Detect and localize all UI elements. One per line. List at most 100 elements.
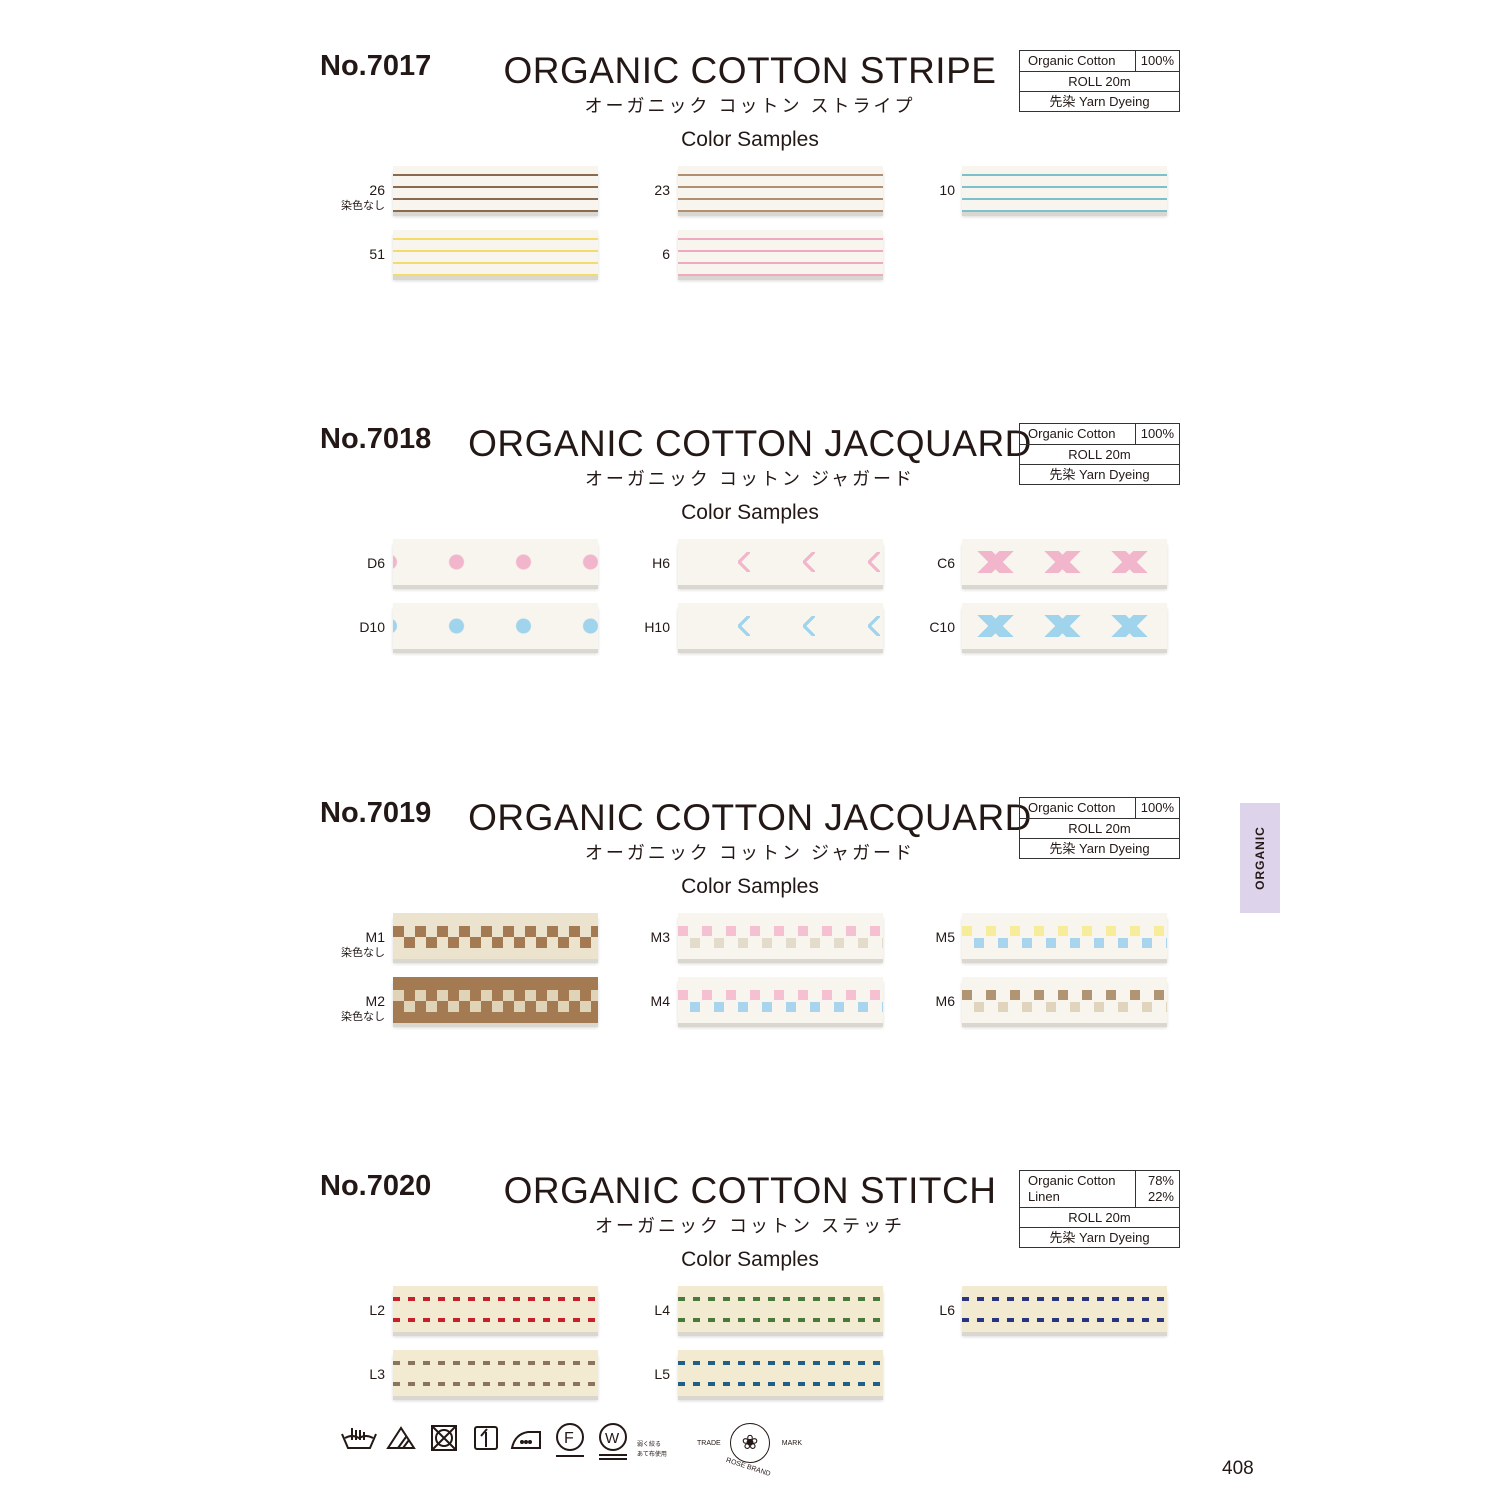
ribbon-swatch[interactable] bbox=[678, 539, 883, 585]
ribbon-swatch[interactable] bbox=[962, 913, 1167, 959]
roll-length: ROLL 20m bbox=[1068, 1210, 1131, 1225]
spec-box: Organic Cotton 100% ROLL 20m 先染 Yarn Dye… bbox=[1019, 797, 1180, 859]
color-samples-heading: Color Samples bbox=[681, 128, 819, 151]
spec-box: Organic Cotton 100% ROLL 20m 先染 Yarn Dye… bbox=[1019, 50, 1180, 112]
svg-text:W: W bbox=[605, 1430, 620, 1447]
ribbon-swatch[interactable] bbox=[393, 230, 598, 276]
sample-code: L3 bbox=[369, 1366, 385, 1382]
sample-label: 6 bbox=[600, 246, 670, 262]
ribbon-swatch[interactable] bbox=[393, 166, 598, 212]
roll-length: ROLL 20m bbox=[1068, 447, 1131, 462]
product-number: No.7020 bbox=[320, 1170, 432, 1202]
ribbon-swatch[interactable] bbox=[678, 230, 883, 276]
sample-code: 6 bbox=[662, 246, 670, 262]
product-title-jp: オーガニック コットン ステッチ bbox=[594, 1216, 905, 1236]
sample-label: L3 bbox=[315, 1366, 385, 1382]
sample-label: D6 bbox=[315, 555, 385, 571]
trademark-text-right: MARK bbox=[781, 1440, 802, 1447]
ribbon-swatch[interactable] bbox=[962, 539, 1167, 585]
ribbon-swatch[interactable] bbox=[962, 1286, 1167, 1332]
sample-code: L5 bbox=[654, 1366, 670, 1382]
iron-low-icon bbox=[510, 1431, 541, 1449]
wet-clean-w-icon: W bbox=[599, 1423, 627, 1460]
sample-label: D10 bbox=[315, 619, 385, 635]
ribbon-swatch[interactable] bbox=[962, 603, 1167, 649]
sample-note: 染色なし bbox=[341, 1011, 385, 1023]
sample-code: H10 bbox=[644, 619, 670, 635]
sample-code: 23 bbox=[654, 182, 670, 198]
sample-code: D10 bbox=[359, 619, 385, 635]
sample-code: D6 bbox=[367, 555, 385, 571]
product-title-jp: オーガニック コットン ジャガード bbox=[584, 469, 916, 489]
page-number: 408 bbox=[1222, 1458, 1254, 1479]
dyeing-method: 先染 Yarn Dyeing bbox=[1020, 1227, 1179, 1247]
sample-label: 23 bbox=[600, 182, 670, 198]
ribbon-swatch[interactable] bbox=[393, 913, 598, 959]
material-percent-2: 22% bbox=[1147, 1189, 1174, 1204]
sample-code: L2 bbox=[369, 1302, 385, 1318]
ribbon-swatch[interactable] bbox=[393, 1286, 598, 1332]
ribbon-swatch[interactable] bbox=[678, 1350, 883, 1396]
trademark-logo: TRADE MARK ❀ ROSE BRAND bbox=[697, 1420, 802, 1480]
spec-box: Organic Cotton Linen 78% 22% ROLL 20m 先染 Y… bbox=[1019, 1170, 1180, 1248]
sample-label: M2 染色なし bbox=[315, 993, 385, 1025]
sample-note: 染色なし bbox=[341, 947, 385, 959]
color-samples-heading: Color Samples bbox=[681, 501, 819, 524]
side-tab-label: ORGANIC bbox=[1253, 826, 1267, 890]
sample-label: L5 bbox=[600, 1366, 670, 1382]
product-title: ORGANIC COTTON STRIPE bbox=[503, 50, 997, 91]
sample-label: C10 bbox=[885, 619, 955, 635]
ribbon-swatch[interactable] bbox=[393, 1350, 598, 1396]
material-2: Linen bbox=[1028, 1189, 1060, 1204]
product-title-jp: オーガニック コットン ジャガード bbox=[584, 843, 916, 863]
ribbon-swatch[interactable] bbox=[393, 977, 598, 1023]
trademark-text-left: TRADE bbox=[697, 1440, 721, 1447]
ribbon-swatch[interactable] bbox=[678, 913, 883, 959]
sample-label: 51 bbox=[315, 246, 385, 262]
sample-code: M3 bbox=[650, 929, 670, 945]
sample-label: L2 bbox=[315, 1302, 385, 1318]
sample-note: 染色なし bbox=[341, 200, 385, 212]
sample-label: 26 染色なし bbox=[315, 182, 385, 214]
product-number: No.7017 bbox=[320, 50, 432, 82]
hand-wash-icon bbox=[341, 1428, 377, 1449]
line-dry-shade-icon bbox=[474, 1426, 498, 1450]
spec-box: Organic Cotton 100% ROLL 20m 先染 Yarn Dye… bbox=[1019, 423, 1180, 485]
ribbon-swatch[interactable] bbox=[678, 603, 883, 649]
material: Organic Cotton bbox=[1028, 53, 1116, 68]
side-tab-organic[interactable]: ORGANIC bbox=[1240, 803, 1280, 913]
product-section: No.7017 ORGANIC COTTON STRIPE オーガニック コット… bbox=[0, 50, 1500, 420]
ribbon-swatch[interactable] bbox=[962, 166, 1167, 212]
material: Organic Cotton bbox=[1028, 426, 1116, 441]
sample-label: L6 bbox=[885, 1302, 955, 1318]
dyeing-method: 先染 Yarn Dyeing bbox=[1020, 838, 1179, 858]
material: Organic Cotton bbox=[1028, 1173, 1116, 1188]
ribbon-swatch[interactable] bbox=[678, 1286, 883, 1332]
sample-code: 51 bbox=[369, 246, 385, 262]
material-percent: 100% bbox=[1140, 53, 1174, 68]
color-samples-heading: Color Samples bbox=[681, 1248, 819, 1271]
product-section: No.7020 ORGANIC COTTON STITCH オーガニック コット… bbox=[0, 1170, 1500, 1500]
material-percent: 78% bbox=[1147, 1173, 1174, 1188]
sample-code: M1 bbox=[365, 929, 385, 945]
sample-label: C6 bbox=[885, 555, 955, 571]
product-number: No.7019 bbox=[320, 797, 432, 829]
ribbon-swatch[interactable] bbox=[393, 539, 598, 585]
dyeing-method: 先染 Yarn Dyeing bbox=[1020, 464, 1179, 484]
sample-label: 10 bbox=[885, 182, 955, 198]
sample-code: L6 bbox=[939, 1302, 955, 1318]
sample-label: M3 bbox=[600, 929, 670, 945]
sample-code: 26 bbox=[369, 182, 385, 198]
sample-code: C6 bbox=[937, 555, 955, 571]
sample-label: M1 染色なし bbox=[315, 929, 385, 961]
no-tumble-dry-icon bbox=[431, 1425, 457, 1451]
ribbon-swatch[interactable] bbox=[393, 603, 598, 649]
rose-icon: ❀ bbox=[730, 1423, 770, 1463]
ribbon-swatch[interactable] bbox=[678, 166, 883, 212]
sample-label: M6 bbox=[885, 993, 955, 1009]
ribbon-swatch[interactable] bbox=[962, 977, 1167, 1023]
dry-clean-f-icon: F bbox=[556, 1423, 584, 1457]
sample-code: H6 bbox=[652, 555, 670, 571]
ribbon-swatch[interactable] bbox=[678, 977, 883, 1023]
